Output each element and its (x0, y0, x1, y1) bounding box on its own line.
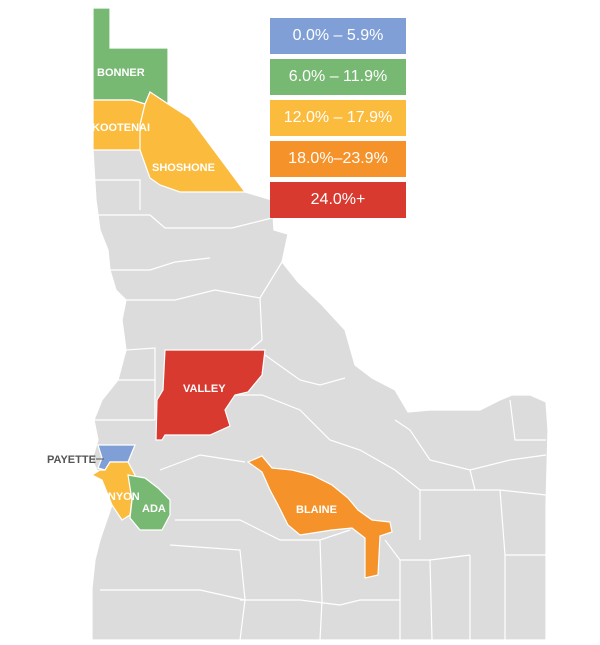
label-blaine: BLAINE (296, 504, 337, 516)
legend-label: 18.0%–23.9% (288, 150, 388, 167)
county-valley (155, 349, 266, 441)
label-bonner: BONNER (97, 67, 145, 79)
legend-item-0-5.9: 0.0% – 5.9% (270, 18, 406, 54)
county-boundaries (93, 179, 547, 641)
label-kootenai: KOOTENAI (92, 122, 150, 134)
legend-item-12-17.9: 12.0% – 17.9% (270, 100, 406, 136)
legend-item-18-23.9: 18.0%–23.9% (270, 141, 406, 177)
legend-label: 6.0% – 11.9% (288, 68, 388, 85)
county-blaine (246, 455, 393, 579)
legend-label: 0.0% – 5.9% (292, 27, 384, 44)
label-payette: PAYETTE (47, 454, 96, 466)
legend-label: 12.0% – 17.9% (283, 109, 393, 126)
legend-item-24-plus: 24.0%+ (270, 182, 406, 218)
legend: 0.0% – 5.9% 6.0% – 11.9% 12.0% – 17.9% 1… (270, 18, 406, 223)
label-shoshone: SHOSHONE (152, 162, 215, 174)
label-ada: ADA (142, 503, 166, 515)
label-canyon: CANYON (92, 491, 140, 503)
county-bonner (92, 7, 169, 106)
county-ada (127, 474, 171, 531)
county-shoshone (139, 91, 247, 193)
legend-label: 24.0%+ (310, 191, 366, 208)
legend-item-6-11.9: 6.0% – 11.9% (270, 59, 406, 95)
label-valley: VALLEY (183, 383, 226, 395)
